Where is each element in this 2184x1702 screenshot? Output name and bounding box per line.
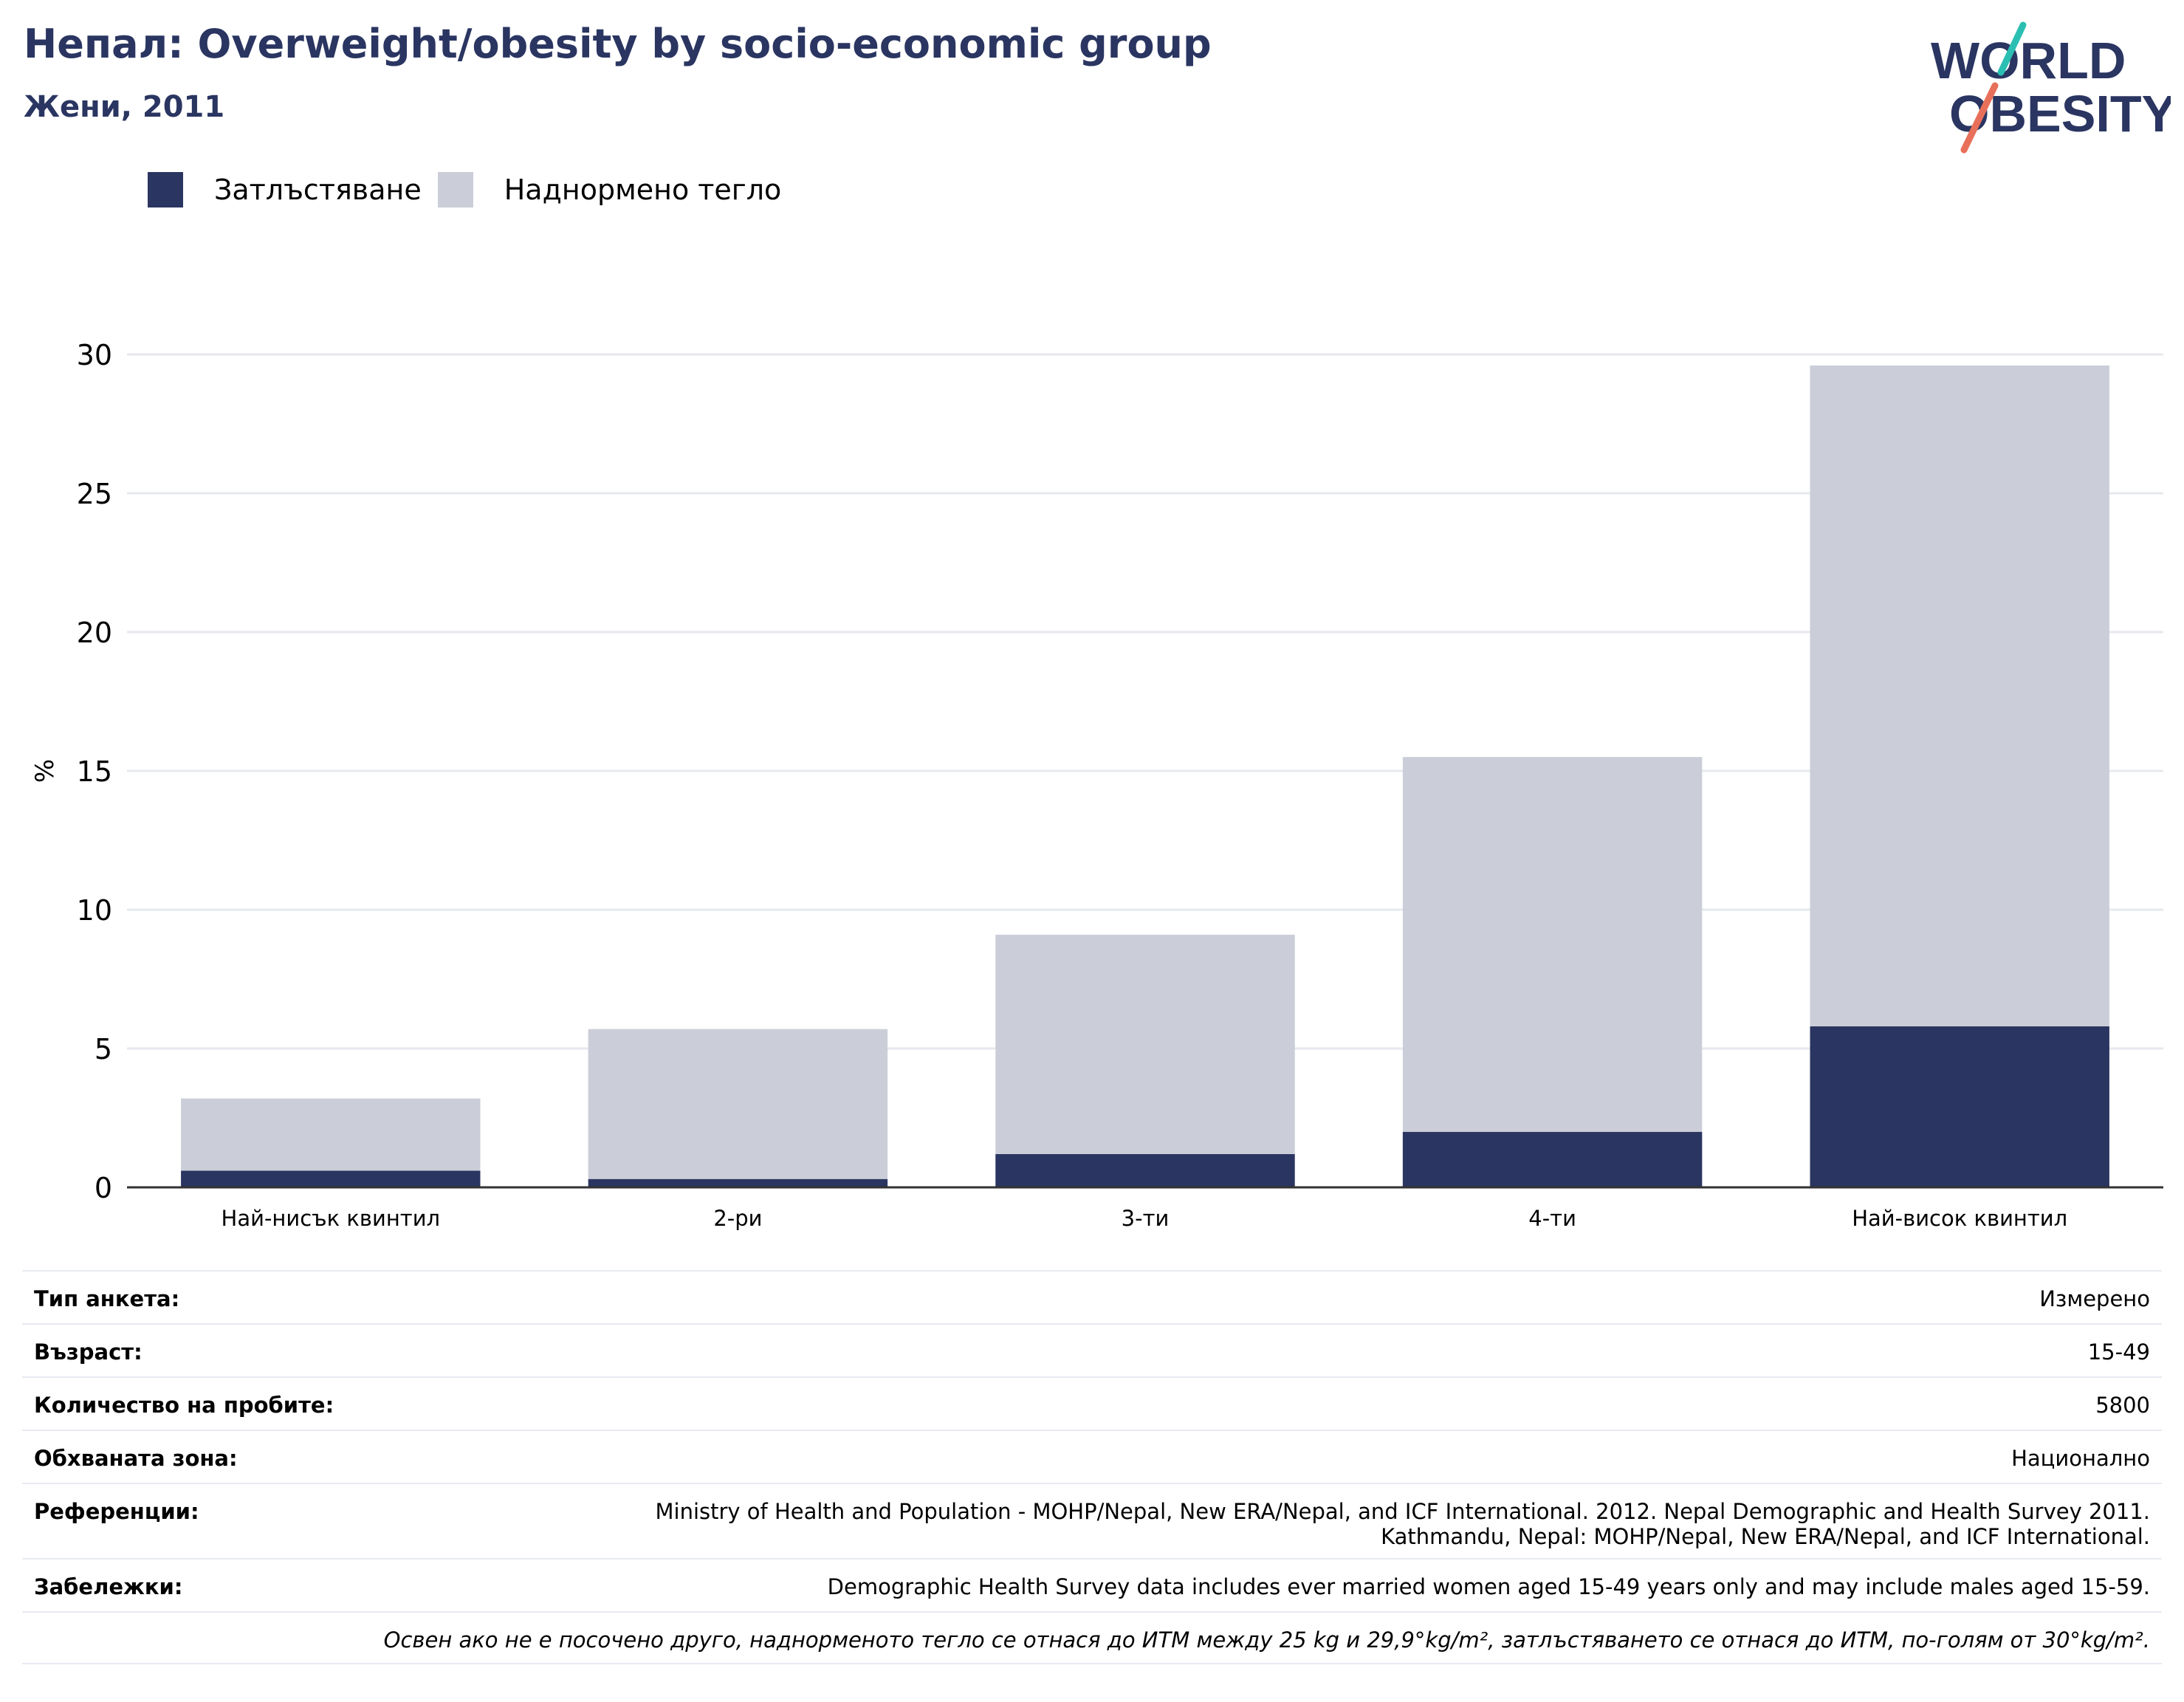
legend-label-obesity: Затлъстяване bbox=[214, 174, 422, 206]
y-tick-label: 15 bbox=[77, 755, 112, 788]
y-tick-label: 20 bbox=[77, 617, 112, 649]
logo-slash-top bbox=[1997, 21, 2027, 76]
info-row: Тип анкета: Измерено bbox=[22, 1270, 2162, 1323]
logo-line2: OBESITY bbox=[1949, 85, 2171, 143]
info-table: Тип анкета: Измерено Възраст: 15-49 Количест… bbox=[22, 1270, 2162, 1664]
x-tick-label: Най-висок квинтил bbox=[1852, 1206, 2067, 1231]
info-value: 15-49 bbox=[2087, 1339, 2150, 1365]
y-tick-label: 30 bbox=[77, 339, 112, 371]
info-label: Количество на пробите: bbox=[34, 1393, 334, 1418]
info-row: Възраст: 15-49 bbox=[22, 1323, 2162, 1376]
logo-line1: WORLD bbox=[1931, 32, 2126, 89]
legend-swatch-obesity bbox=[148, 172, 183, 207]
y-tick-label: 25 bbox=[77, 478, 112, 510]
bar-obesity bbox=[181, 1170, 481, 1187]
info-value: Demographic Health Survey data includes … bbox=[827, 1574, 2150, 1599]
x-tick-label: 4-ти bbox=[1528, 1206, 1576, 1231]
bar-obesity bbox=[1810, 1026, 2109, 1187]
info-row: Количество на пробите: 5800 bbox=[22, 1376, 2162, 1430]
bar-overweight bbox=[1810, 366, 2109, 1026]
chart-title: Непал: Overweight/obesity by socio-econo… bbox=[24, 21, 1212, 67]
bar-overweight bbox=[1402, 757, 1703, 1132]
legend-swatch-overweight bbox=[437, 172, 473, 207]
info-value: Измерено bbox=[2039, 1286, 2150, 1311]
bar-obesity bbox=[588, 1178, 888, 1187]
info-row: Референции: Ministry of Health and Popula… bbox=[22, 1483, 2162, 1558]
info-label: Забележки: bbox=[34, 1574, 183, 1599]
y-tick-label: 0 bbox=[95, 1172, 112, 1204]
x-tick-label: 2-ри bbox=[713, 1206, 762, 1231]
info-row: Обхваната зона: Национално bbox=[22, 1430, 2162, 1483]
bar-obesity bbox=[995, 1153, 1295, 1187]
legend-item-obesity[interactable]: Затлъстяване bbox=[148, 172, 422, 207]
info-label: Референции: bbox=[34, 1499, 199, 1524]
bar-overweight bbox=[995, 934, 1295, 1154]
info-label: Тип анкета: bbox=[34, 1286, 180, 1311]
info-label: Възраст: bbox=[34, 1339, 142, 1365]
legend-item-overweight[interactable]: Наднормено тегло bbox=[437, 172, 782, 207]
bar-overweight bbox=[181, 1098, 481, 1171]
info-value: Национално bbox=[2011, 1446, 2150, 1471]
x-tick-label: Най-нисък квинтил bbox=[222, 1206, 441, 1231]
legend-label-overweight: Наднормено тегло bbox=[504, 174, 782, 206]
footnote: Освен ако не е посочено друго, наднормен… bbox=[22, 1611, 2162, 1664]
y-axis-label: % bbox=[30, 759, 60, 783]
info-label: Обхваната зона: bbox=[34, 1446, 238, 1471]
bar-overweight bbox=[588, 1029, 888, 1179]
info-value: Ministry of Health and Population - MOHP… bbox=[655, 1499, 2150, 1549]
chart-subtitle: Жени, 2011 bbox=[24, 90, 225, 124]
bar-obesity bbox=[1402, 1131, 1703, 1187]
logo-slash-bottom bbox=[1960, 82, 1999, 154]
world-obesity-logo: WORLD OBESITY bbox=[1931, 21, 2171, 154]
x-tick-label: 3-ти bbox=[1122, 1206, 1170, 1231]
legend: Затлъстяване Наднормено тегло bbox=[148, 171, 797, 208]
y-tick-label: 10 bbox=[77, 894, 112, 927]
bar-chart: 0 5 10 15 20 25 30% Най-нисък квинтил 2-ри 3-ти 4-… bbox=[30, 339, 2163, 1231]
info-value: 5800 bbox=[2095, 1393, 2150, 1418]
y-tick-label: 5 bbox=[95, 1033, 112, 1066]
info-row: Забележки: Demographic Health Survey data… bbox=[22, 1558, 2162, 1611]
